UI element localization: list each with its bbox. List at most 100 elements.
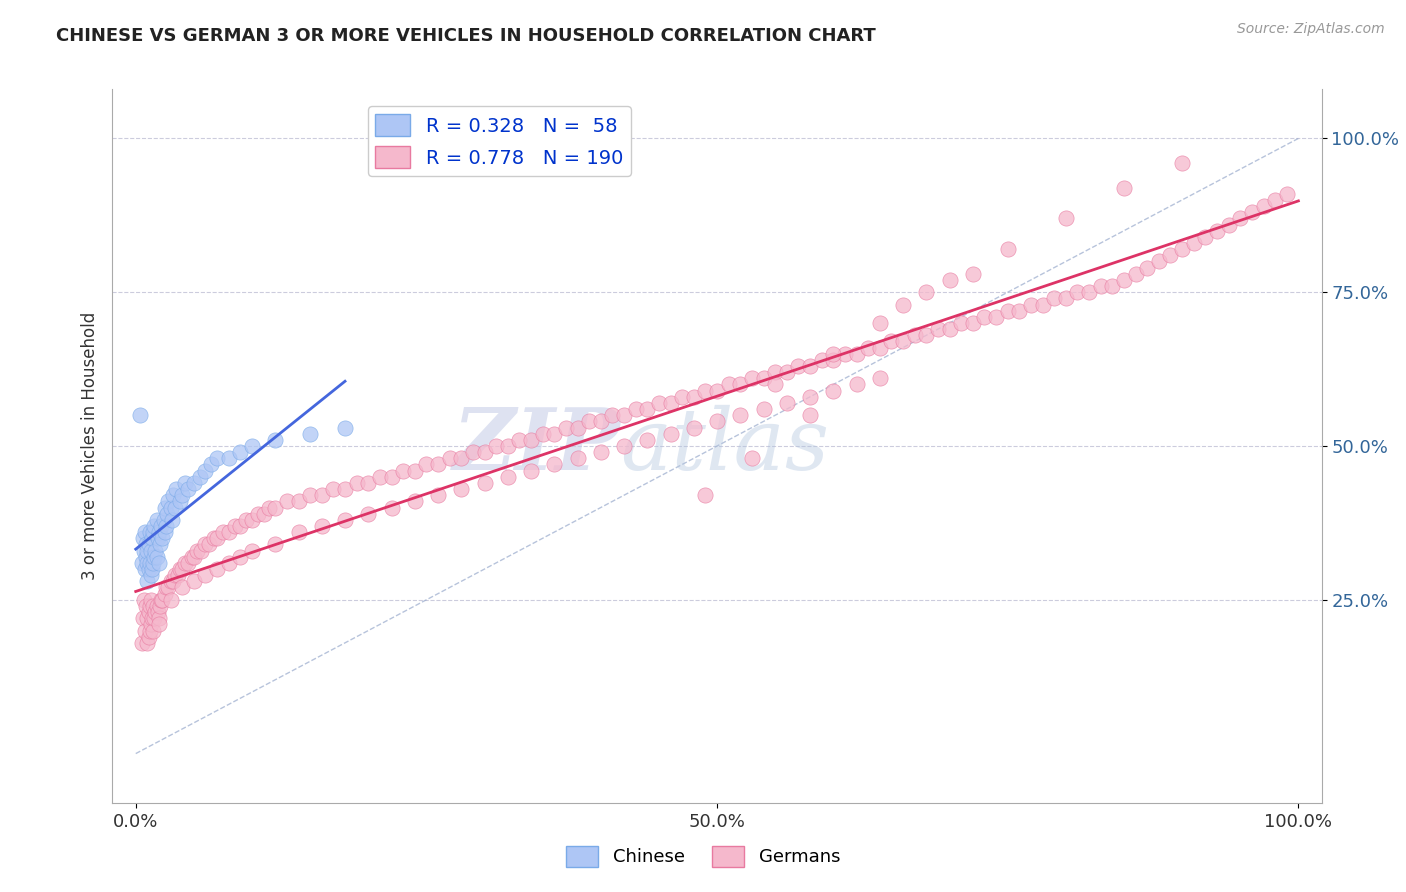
Point (869, 341, 891, 355)
Point (880, 334, 903, 349)
Point (1264, 193, 1286, 207)
Point (188, 469, 211, 483)
Point (695, 488, 717, 502)
Point (1182, 235, 1205, 250)
Point (145, 543, 167, 558)
Point (218, 525, 240, 540)
Point (322, 482, 344, 496)
Point (186, 543, 208, 558)
Point (891, 334, 914, 349)
Point (927, 322, 949, 336)
Point (276, 494, 298, 508)
Point (531, 426, 554, 441)
Point (287, 494, 309, 508)
Point (845, 347, 868, 361)
Point (145, 599, 167, 613)
Point (240, 439, 263, 453)
Point (150, 592, 173, 607)
Point (138, 630, 160, 644)
Point (823, 352, 845, 367)
Point (264, 537, 287, 551)
Point (1078, 285, 1101, 300)
Point (1054, 211, 1077, 226)
Point (682, 390, 704, 404)
Point (259, 500, 281, 515)
Point (264, 500, 287, 515)
Point (132, 592, 155, 607)
Point (194, 464, 217, 478)
Point (997, 303, 1019, 318)
Point (229, 549, 252, 564)
Point (155, 581, 177, 595)
Point (717, 377, 740, 392)
Point (132, 543, 155, 558)
Point (450, 451, 472, 466)
Point (1253, 199, 1275, 213)
Point (997, 242, 1019, 256)
Point (218, 451, 240, 466)
Point (138, 537, 160, 551)
Point (143, 519, 166, 533)
Point (212, 525, 235, 540)
Point (190, 543, 212, 558)
Point (904, 328, 927, 343)
Point (205, 451, 228, 466)
Point (856, 341, 880, 355)
Point (142, 599, 165, 613)
Point (157, 581, 180, 595)
Point (172, 581, 194, 595)
Point (461, 445, 484, 459)
Text: ZIP: ZIP (453, 404, 620, 488)
Point (787, 359, 810, 373)
Point (682, 420, 704, 434)
Point (162, 488, 184, 502)
Point (148, 617, 170, 632)
Point (159, 574, 181, 589)
Point (165, 500, 187, 515)
Point (169, 562, 191, 576)
Point (1194, 230, 1216, 244)
Point (136, 636, 159, 650)
Point (368, 469, 391, 483)
Point (139, 592, 162, 607)
Point (229, 519, 252, 533)
Point (439, 451, 461, 466)
Point (962, 316, 984, 330)
Point (138, 605, 160, 619)
Point (138, 562, 160, 576)
Point (496, 439, 519, 453)
Point (636, 433, 658, 447)
Point (520, 433, 543, 447)
Point (139, 543, 162, 558)
Point (984, 310, 1007, 324)
Point (450, 482, 472, 496)
Point (543, 458, 565, 472)
Point (624, 402, 647, 417)
Text: CHINESE VS GERMAN 3 OR MORE VEHICLES IN HOUSEHOLD CORRELATION CHART: CHINESE VS GERMAN 3 OR MORE VEHICLES IN … (56, 27, 876, 45)
Point (136, 543, 159, 558)
Point (160, 513, 183, 527)
Point (1275, 186, 1298, 201)
Point (1054, 291, 1077, 305)
Point (380, 500, 402, 515)
Point (823, 384, 845, 398)
Text: Source: ZipAtlas.com: Source: ZipAtlas.com (1237, 22, 1385, 37)
Point (834, 347, 856, 361)
Point (240, 543, 263, 558)
Point (183, 549, 205, 564)
Point (131, 636, 153, 650)
Point (142, 624, 165, 638)
Point (567, 420, 589, 434)
Point (148, 556, 170, 570)
Point (404, 494, 426, 508)
Point (153, 525, 176, 540)
Point (194, 568, 217, 582)
Point (810, 352, 832, 367)
Point (1090, 279, 1112, 293)
Point (1206, 224, 1229, 238)
Point (776, 365, 799, 379)
Point (1008, 303, 1031, 318)
Point (198, 537, 221, 551)
Point (346, 475, 368, 490)
Point (299, 426, 322, 441)
